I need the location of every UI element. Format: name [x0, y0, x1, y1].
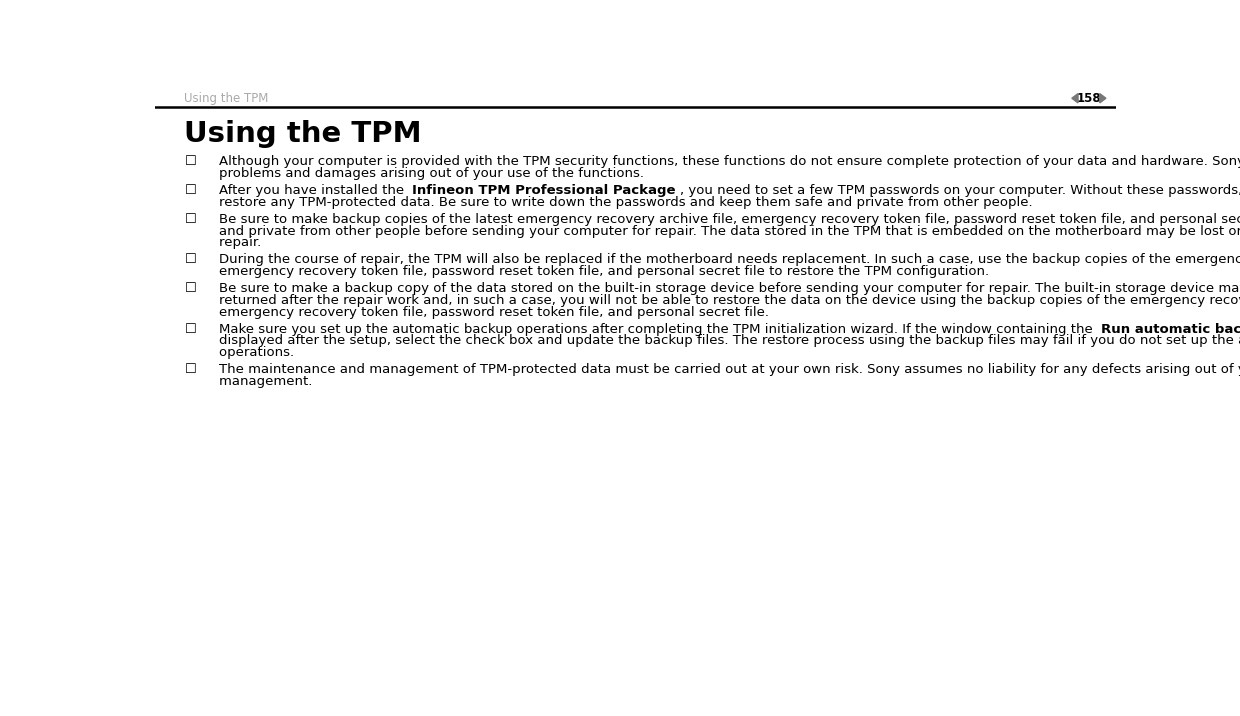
Text: Infineon TPM Professional Package: Infineon TPM Professional Package [412, 184, 681, 197]
Text: ☐: ☐ [185, 363, 196, 376]
Text: problems and damages arising out of your use of the functions.: problems and damages arising out of your… [218, 167, 647, 180]
Text: and private from other people before sending your computer for repair. The data : and private from other people before sen… [218, 225, 1240, 238]
Text: Be sure to make a backup copy of the data stored on the built-in storage device : Be sure to make a backup copy of the dat… [218, 282, 1240, 295]
Text: Using the TPM: Using the TPM [185, 92, 269, 105]
Text: ☐: ☐ [185, 323, 196, 336]
Text: The maintenance and management of TPM-protected data must be carried out at your: The maintenance and management of TPM-pr… [218, 363, 1240, 376]
Text: ☐: ☐ [185, 253, 196, 266]
Text: ☐: ☐ [185, 155, 196, 168]
Text: repair.: repair. [218, 236, 265, 249]
Text: 158: 158 [1076, 92, 1101, 105]
Text: During the course of repair, the TPM will also be replaced if the motherboard ne: During the course of repair, the TPM wil… [218, 253, 1240, 266]
Text: displayed after the setup, select the check box and update the backup files. The: displayed after the setup, select the ch… [218, 334, 1240, 347]
Text: ☐: ☐ [185, 213, 196, 226]
Text: operations.: operations. [218, 346, 298, 359]
Text: Be sure to make backup copies of the latest emergency recovery archive file, eme: Be sure to make backup copies of the lat… [218, 213, 1240, 226]
Text: Make sure you set up the automatic backup operations after completing the TPM in: Make sure you set up the automatic backu… [218, 323, 1101, 336]
Text: ☐: ☐ [185, 184, 196, 197]
Text: restore any TPM-protected data. Be sure to write down the passwords and keep the: restore any TPM-protected data. Be sure … [218, 195, 1037, 209]
Text: emergency recovery token file, password reset token file, and personal secret fi: emergency recovery token file, password … [218, 265, 993, 278]
Text: ☐: ☐ [185, 282, 196, 295]
Polygon shape [1100, 94, 1106, 103]
Text: emergency recovery token file, password reset token file, and personal secret fi: emergency recovery token file, password … [218, 306, 773, 319]
Text: Run automatic backup now: Run automatic backup now [1101, 323, 1240, 336]
Text: Using the TPM: Using the TPM [185, 120, 422, 147]
Text: Although your computer is provided with the TPM security functions, these functi: Although your computer is provided with … [218, 155, 1240, 168]
Text: returned after the repair work and, in such a case, you will not be able to rest: returned after the repair work and, in s… [218, 294, 1240, 307]
Text: , you need to set a few TPM passwords on your computer. Without these passwords,: , you need to set a few TPM passwords on… [681, 184, 1240, 197]
Polygon shape [1071, 94, 1078, 103]
Text: After you have installed the: After you have installed the [218, 184, 412, 197]
Text: management.: management. [218, 374, 316, 388]
